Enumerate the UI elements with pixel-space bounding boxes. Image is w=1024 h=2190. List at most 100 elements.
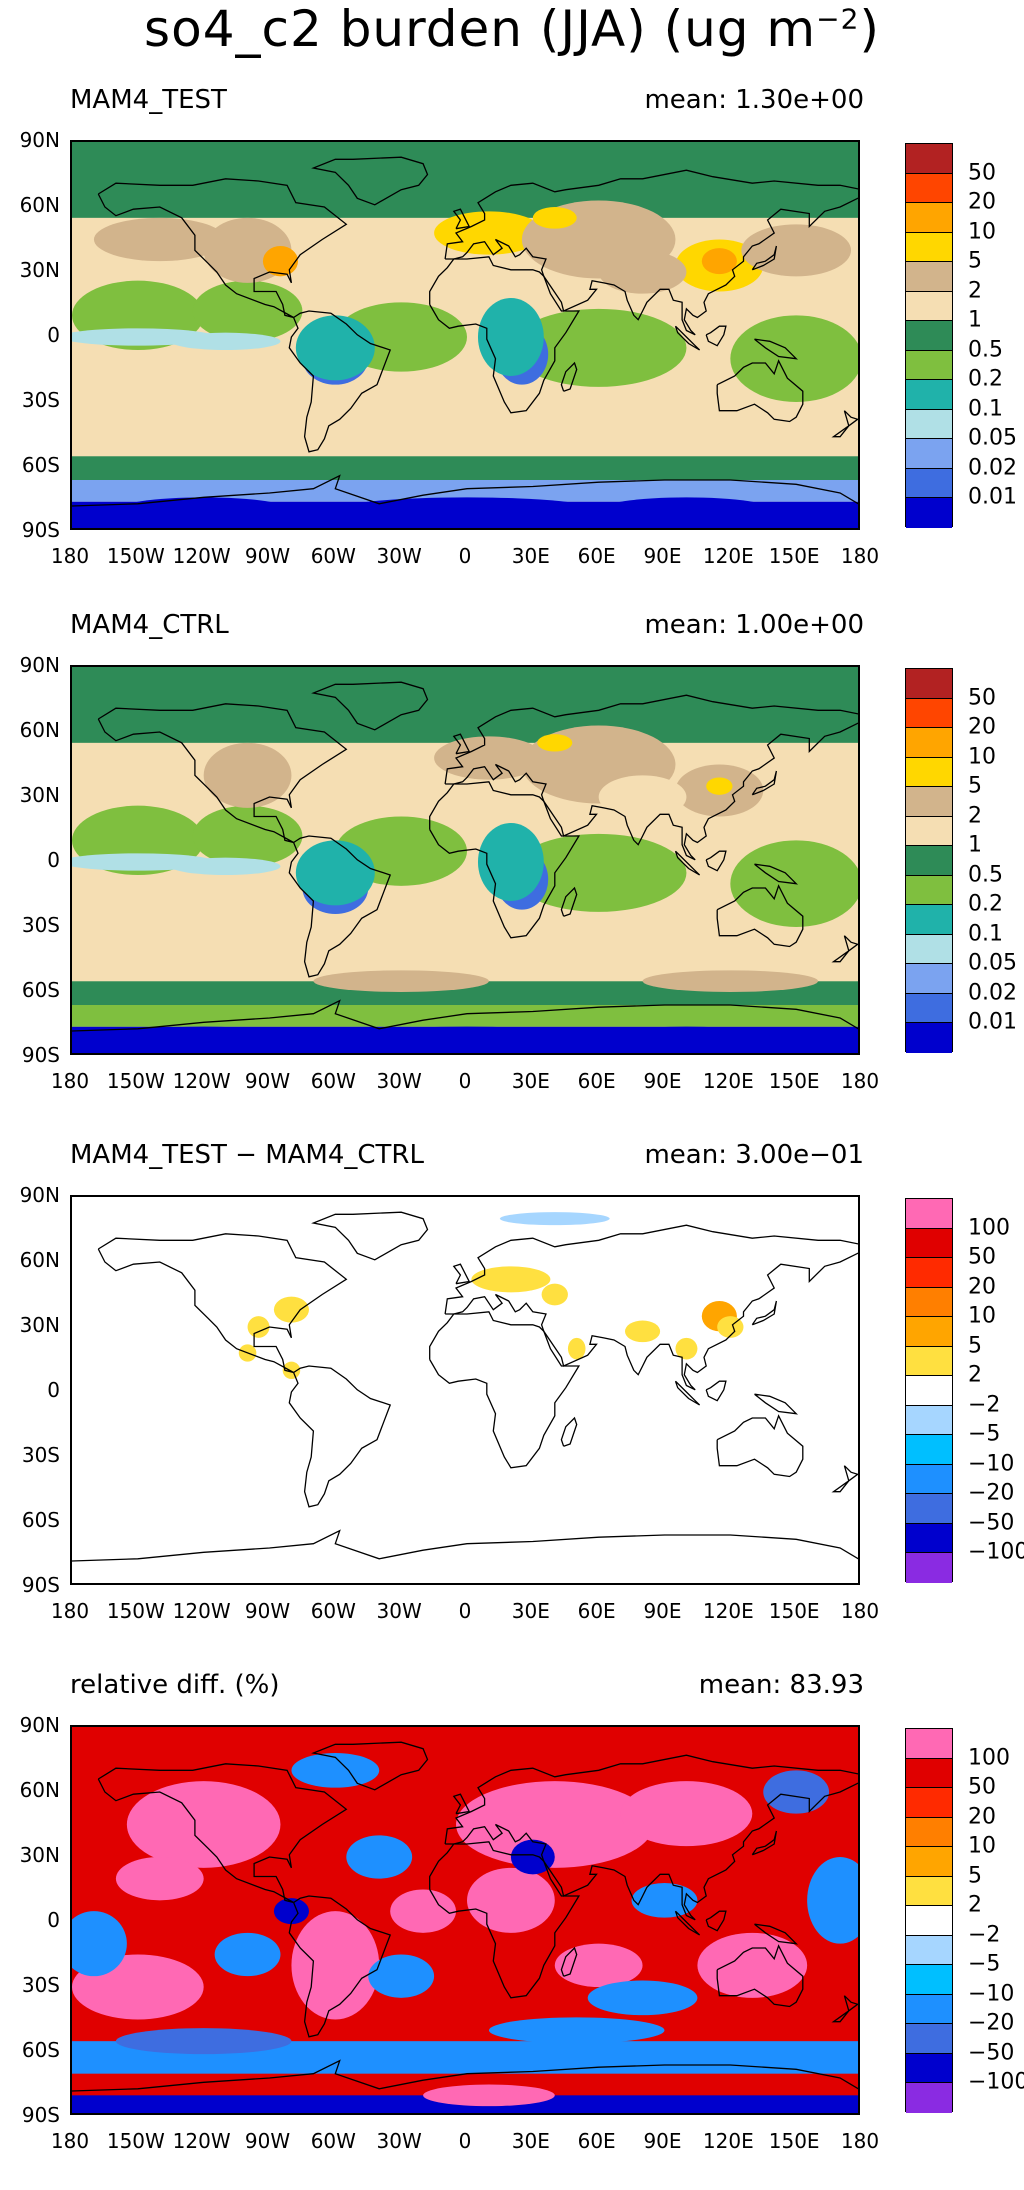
colorbar-swatch [906, 2024, 952, 2054]
colorbar-label: 2 [968, 1892, 982, 1918]
coastline [754, 1393, 799, 1415]
colorbar-label: 2 [968, 278, 982, 304]
colorbar-swatch [906, 787, 952, 817]
field-region [273, 1296, 309, 1323]
colorbar-label: −2 [968, 1922, 1001, 1948]
coastline [429, 1841, 581, 1999]
colorbar-swatch [906, 1464, 952, 1495]
field-region [567, 1337, 586, 1360]
field-region [291, 1753, 380, 1788]
field-region [126, 1781, 281, 1868]
x-tick-label: 120E [702, 1599, 754, 1623]
field-region [467, 1867, 555, 1933]
panel-mean: mean: 1.00e+00 [644, 610, 864, 640]
colorbar-label: 20 [968, 1804, 996, 1830]
colorbar-label: 50 [968, 1774, 996, 1800]
x-tick-label: 60E [577, 1069, 616, 1093]
x-tick-label: 180 [840, 544, 880, 568]
field-region [510, 833, 687, 912]
coastline [72, 2059, 858, 2092]
colorbar-swatch [906, 905, 952, 935]
coastline [97, 703, 348, 844]
colorbar-label: 0.02 [968, 980, 1017, 1006]
colorbar-label: 10 [968, 744, 996, 770]
coastline [452, 1793, 471, 1815]
colorbar-label: −20 [968, 1480, 1015, 1506]
field-region [115, 497, 292, 524]
field-region [115, 2028, 292, 2055]
colorbar-label: −50 [968, 2040, 1015, 2066]
field-region [262, 246, 299, 277]
field-region [499, 1212, 610, 1226]
colorbar-swatch [906, 1935, 952, 1966]
colorbar-swatch [906, 1876, 952, 1907]
coastline [831, 1465, 858, 1493]
x-tick-label: 30W [376, 1069, 422, 1093]
y-tick-label: 30N [19, 258, 60, 282]
field-region [247, 1316, 270, 1338]
field-band [72, 667, 858, 743]
panel-title: MAM4_TEST [70, 85, 227, 115]
x-tick-label: 150E [768, 1069, 820, 1093]
colorbar-swatch [906, 728, 952, 758]
field-region [456, 1781, 654, 1868]
coastline [716, 1414, 804, 1478]
colorbar-swatch [906, 875, 952, 906]
y-tick-label: 60N [19, 193, 60, 217]
coastline [311, 1741, 429, 1791]
field-region [93, 217, 226, 262]
panel-mean: mean: 83.93 [698, 1670, 864, 1700]
field-region [532, 207, 577, 229]
colorbar-label: 0.02 [968, 455, 1017, 481]
colorbar-label: −5 [968, 1421, 1001, 1447]
map-canvas [72, 142, 858, 528]
y-tick-label: 0 [47, 1908, 60, 1932]
y-tick-label: 60N [19, 1248, 60, 1272]
colorbar-swatch [906, 1405, 952, 1436]
colorbar-swatch [906, 993, 952, 1024]
field-region [115, 1857, 204, 1901]
x-tick-label: 150W [106, 2129, 165, 2153]
field-region [598, 1026, 775, 1053]
colorbar-label: −2 [968, 1392, 1001, 1418]
colorbar-label: 1 [968, 832, 982, 858]
coastline [560, 361, 578, 392]
coastline [831, 410, 858, 438]
coastline [705, 325, 727, 347]
coastline [751, 1830, 778, 1856]
colorbar-label: −50 [968, 1510, 1015, 1536]
colorbar-swatch [906, 1758, 952, 1789]
x-tick-label: 180 [50, 544, 90, 568]
field-region [631, 1883, 698, 1918]
x-tick-label: 30E [511, 1069, 550, 1093]
colorbar-swatch [906, 816, 952, 847]
y-tick-label: 30N [19, 1313, 60, 1337]
colorbar-swatch [906, 262, 952, 292]
field-band [72, 406, 858, 457]
colorbar-swatch [906, 934, 952, 965]
colorbar-swatch [906, 757, 952, 788]
field-region [313, 970, 489, 992]
colorbar-swatch [906, 964, 952, 994]
colorbar-swatch [906, 321, 952, 351]
coastline [754, 863, 799, 885]
coastline [751, 770, 778, 796]
coastline [444, 694, 858, 861]
y-tick-label: 60N [19, 718, 60, 742]
colorbar-swatch [906, 1847, 952, 1877]
colorbar-label: 5 [968, 1333, 982, 1359]
colorbar-label: 0.5 [968, 337, 1003, 363]
colorbar-swatch [906, 1817, 952, 1848]
colorbar-label: 20 [968, 1274, 996, 1300]
y-tick-label: 0 [47, 848, 60, 872]
coastline [452, 733, 471, 755]
x-tick-label: 30W [376, 2129, 422, 2153]
map-canvas [72, 667, 858, 1053]
y-tick-label: 0 [47, 1378, 60, 1402]
colorbar-label: 0.5 [968, 862, 1003, 888]
x-tick-label: 60E [577, 544, 616, 568]
colorbar-swatch [906, 1788, 952, 1818]
x-tick-label: 0 [458, 1069, 472, 1093]
x-tick-label: 0 [458, 2129, 472, 2153]
y-tick-label: 60S [21, 453, 60, 477]
